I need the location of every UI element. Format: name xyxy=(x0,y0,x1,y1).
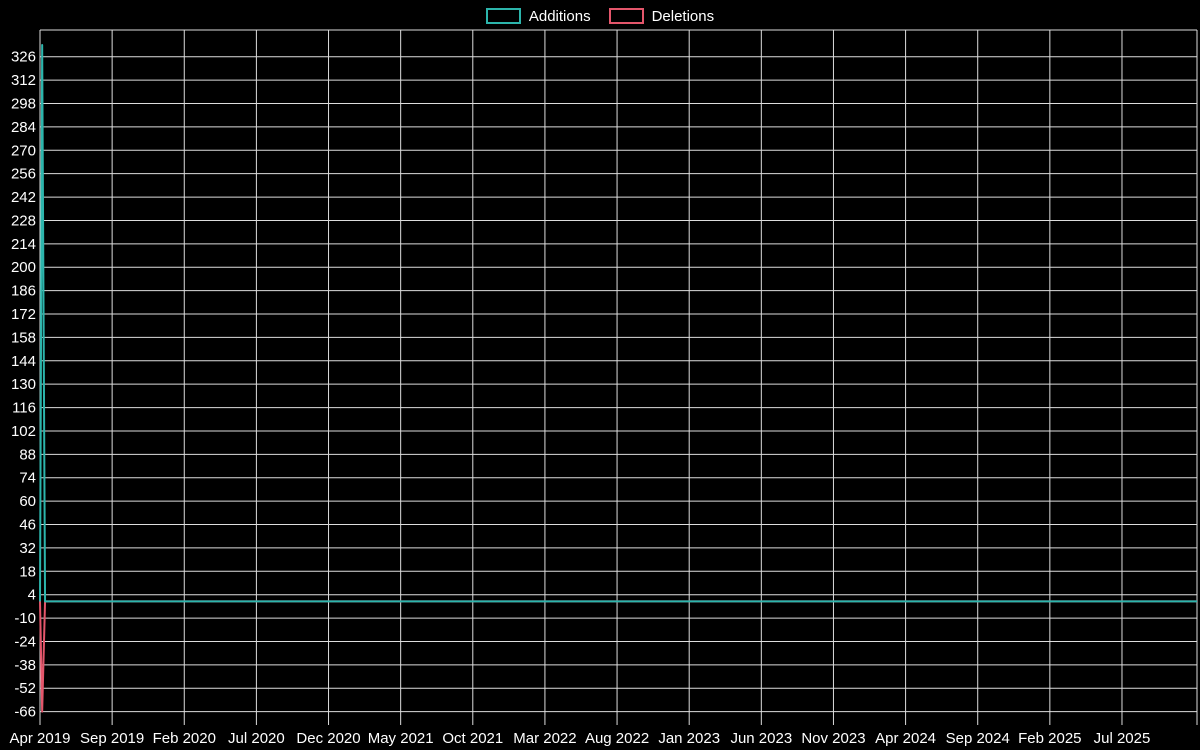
y-tick-label: 284 xyxy=(11,119,36,136)
y-tick-label: 60 xyxy=(19,493,36,510)
y-tick-label: 18 xyxy=(19,563,36,580)
legend-item-deletions[interactable]: Deletions xyxy=(608,7,715,25)
x-tick-label: Mar 2022 xyxy=(513,730,576,747)
y-tick-label: -24 xyxy=(14,633,36,650)
y-tick-label: 270 xyxy=(11,142,36,159)
y-tick-label: 186 xyxy=(11,283,36,300)
legend-label-additions: Additions xyxy=(528,7,591,25)
y-tick-label: -52 xyxy=(14,680,36,697)
x-tick-label: Dec 2020 xyxy=(296,730,360,747)
y-tick-label: 102 xyxy=(11,423,36,440)
x-tick-label: Feb 2020 xyxy=(153,730,216,747)
y-tick-label: 172 xyxy=(11,306,36,323)
y-tick-label: 116 xyxy=(12,400,36,417)
y-tick-label: 312 xyxy=(11,72,36,89)
x-tick-label: Apr 2019 xyxy=(10,730,71,747)
y-tick-label: -66 xyxy=(14,704,36,721)
legend-label-deletions: Deletions xyxy=(651,7,715,25)
x-tick-label: Jan 2023 xyxy=(658,730,720,747)
x-tick-label: May 2021 xyxy=(368,730,434,747)
legend-item-additions[interactable]: Additions xyxy=(485,7,591,25)
y-tick-label: 228 xyxy=(11,212,36,229)
additions-line xyxy=(39,44,1197,603)
x-tick-label: Oct 2021 xyxy=(442,730,503,747)
y-tick-label: 256 xyxy=(11,166,36,183)
y-tick-label: 4 xyxy=(28,587,36,604)
x-tick-label: Feb 2025 xyxy=(1018,730,1081,747)
y-tick-label: 32 xyxy=(19,540,36,557)
y-tick-label: 158 xyxy=(11,329,36,346)
y-tick-label: -10 xyxy=(14,610,36,627)
x-tick-label: Aug 2022 xyxy=(585,730,649,747)
y-tick-label: 242 xyxy=(11,189,36,206)
axis-tick-labels: 326 312 298 284 270 256 242 228 214 200 186 172 158 1… xyxy=(10,49,1151,747)
y-tick-label: 326 xyxy=(11,49,36,66)
series-lines xyxy=(39,44,1197,713)
y-tick-label: 88 xyxy=(19,446,36,463)
x-tick-label: Jun 2023 xyxy=(730,730,792,747)
y-tick-label: 130 xyxy=(11,376,36,393)
chart-legend: Additions Deletions xyxy=(0,8,1200,24)
x-tick-label: Nov 2023 xyxy=(801,730,865,747)
additions-swatch-icon xyxy=(485,8,521,24)
y-tick-label: 144 xyxy=(11,353,36,370)
deletions-swatch-icon xyxy=(608,8,644,24)
x-tick-label: Sep 2019 xyxy=(80,730,144,747)
x-tick-label: Jul 2020 xyxy=(228,730,285,747)
x-tick-label: Apr 2024 xyxy=(875,730,936,747)
y-tick-label: -38 xyxy=(14,657,36,674)
y-tick-label: 214 xyxy=(11,236,36,253)
y-tick-label: 74 xyxy=(19,470,36,487)
y-tick-label: 200 xyxy=(11,259,36,276)
y-tick-label: 298 xyxy=(11,96,36,113)
x-tick-label: Sep 2024 xyxy=(946,730,1010,747)
gridlines xyxy=(39,29,1198,725)
y-tick-label: 46 xyxy=(19,517,36,534)
x-tick-label: Jul 2025 xyxy=(1094,730,1151,747)
